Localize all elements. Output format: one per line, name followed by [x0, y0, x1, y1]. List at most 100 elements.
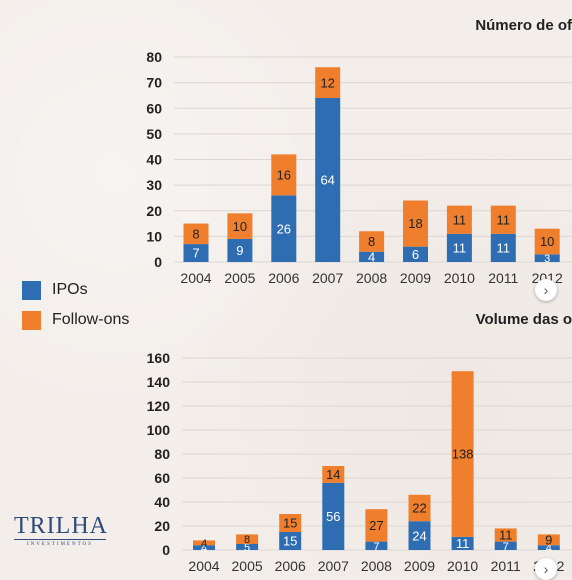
bar-0-1-4 [359, 231, 385, 252]
y-tick-label-0-6: 60 [146, 100, 162, 116]
data-label-0-0-5: 6 [412, 247, 419, 262]
x-tick-label-1-5: 2009 [404, 558, 435, 574]
bar-0-1-1 [227, 213, 253, 239]
bar-1-1-2 [279, 514, 302, 532]
bar-0-1-5 [403, 200, 428, 247]
data-label-0-1-5: 18 [408, 216, 422, 231]
bar-0-0-1 [227, 238, 253, 262]
x-tick-label-1-6: 2010 [447, 558, 478, 574]
x-tick-label-1-7: 2011 [491, 558, 521, 574]
bar-1-0-5 [408, 521, 431, 550]
data-label-1-1-2: 15 [283, 516, 297, 531]
data-label-1-1-0: 4 [201, 538, 207, 550]
bar-0-0-0 [183, 244, 209, 262]
data-label-0-1-3: 12 [320, 75, 334, 90]
data-label-1-1-7: 11 [499, 528, 513, 543]
bar-0-0-6 [446, 233, 472, 262]
x-tick-label-1-2: 2006 [275, 558, 306, 574]
y-tick-label-1-0: 0 [162, 542, 170, 558]
data-label-1-1-5: 22 [412, 501, 426, 516]
bar-1-0-0 [193, 545, 215, 550]
next-slide-button[interactable]: › [535, 279, 557, 301]
data-label-1-1-4: 27 [369, 518, 383, 533]
x-tick-label-1-0: 2004 [188, 558, 219, 574]
trilha-logo: TRILHA INVESTIMENTOS [14, 514, 107, 547]
data-label-1-1-8: 9 [545, 532, 552, 547]
bar-0-0-7 [490, 233, 516, 262]
y-tick-label-0-2: 20 [146, 203, 162, 219]
bar-1-0-4 [365, 541, 388, 550]
x-tick-label-0-4: 2008 [356, 270, 387, 286]
x-tick-label-0-6: 2010 [444, 270, 475, 286]
bar-1-0-7 [494, 541, 517, 550]
bar-0-1-0 [183, 223, 209, 245]
data-label-0-0-0: 7 [192, 246, 199, 261]
y-tick-label-0-0: 0 [154, 254, 162, 270]
data-label-0-1-6: 11 [453, 212, 467, 227]
legend-label-follow-ons: Follow-ons [52, 311, 130, 328]
y-tick-label-0-1: 10 [146, 228, 162, 244]
data-label-1-0-8: 4 [546, 543, 552, 555]
legend-item-follow-ons: Follow-ons [22, 307, 129, 333]
y-tick-label-1-2: 40 [154, 494, 170, 510]
x-tick-label-0-5: 2009 [400, 270, 431, 286]
chart-title-count: Número de of [475, 17, 572, 34]
bar-0-1-6 [446, 205, 472, 234]
legend: IPOs Follow-ons [22, 277, 129, 337]
data-label-1-0-0: 4 [201, 543, 207, 555]
y-tick-label-0-8: 80 [146, 49, 162, 65]
bar-0-1-3 [315, 67, 341, 98]
legend-item-ipos: IPOs [22, 277, 129, 303]
chart-title-volume: Volume das o [475, 311, 572, 328]
next-slide-button-lower[interactable]: › [535, 558, 557, 580]
bar-0-0-2 [271, 195, 297, 262]
y-tick-label-0-4: 40 [146, 152, 162, 168]
bar-1-1-0 [193, 540, 215, 546]
data-label-0-0-7: 11 [497, 241, 511, 256]
bar-1-1-4 [365, 509, 388, 542]
data-label-1-0-7: 7 [503, 541, 509, 553]
legend-swatch-ipos [22, 280, 41, 300]
data-label-0-0-4: 4 [368, 250, 375, 265]
bar-1-0-2 [279, 532, 302, 550]
bar-1-1-5 [408, 494, 431, 522]
y-tick-label-1-6: 120 [147, 398, 171, 414]
y-tick-label-0-5: 50 [146, 126, 162, 142]
y-tick-label-1-5: 100 [147, 422, 171, 438]
x-tick-label-1-3: 2007 [318, 558, 349, 574]
bar-1-1-1 [236, 534, 259, 544]
y-tick-label-1-1: 20 [154, 518, 170, 534]
data-label-0-1-2: 16 [277, 168, 291, 183]
legend-label-ipos: IPOs [52, 281, 88, 298]
bar-0-0-8 [534, 254, 560, 262]
bar-1-1-6 [451, 371, 474, 537]
bar-1-0-6 [451, 536, 474, 550]
x-tick-label-0-2: 2006 [268, 270, 299, 286]
bar-1-0-8 [537, 545, 560, 550]
x-tick-label-0-0: 2004 [180, 270, 211, 286]
bar-0-1-2 [271, 154, 297, 196]
bar-0-0-5 [403, 246, 428, 262]
data-label-0-0-2: 26 [277, 221, 291, 236]
x-tick-label-0-7: 2011 [488, 270, 518, 286]
data-label-1-0-4: 7 [373, 541, 379, 553]
data-label-1-0-1: 5 [244, 542, 250, 554]
x-tick-label-0-3: 2007 [312, 270, 343, 286]
y-tick-label-1-3: 60 [154, 470, 170, 486]
data-label-1-0-5: 24 [412, 528, 426, 543]
data-label-0-1-4: 8 [368, 234, 375, 249]
bar-1-0-3 [322, 482, 345, 550]
legend-swatch-follow-ons [22, 310, 41, 330]
y-tick-label-1-8: 160 [147, 350, 171, 366]
data-label-1-1-6: 138 [452, 447, 474, 462]
data-label-1-0-3: 56 [326, 509, 340, 524]
data-label-1-0-2: 15 [283, 534, 297, 549]
bar-1-1-3 [322, 466, 345, 483]
data-label-0-0-8: 3 [544, 253, 550, 265]
bar-0-1-7 [490, 205, 516, 234]
x-tick-label-1-4: 2008 [361, 558, 392, 574]
bar-1-1-8 [537, 534, 560, 546]
y-tick-label-0-7: 70 [146, 75, 162, 91]
